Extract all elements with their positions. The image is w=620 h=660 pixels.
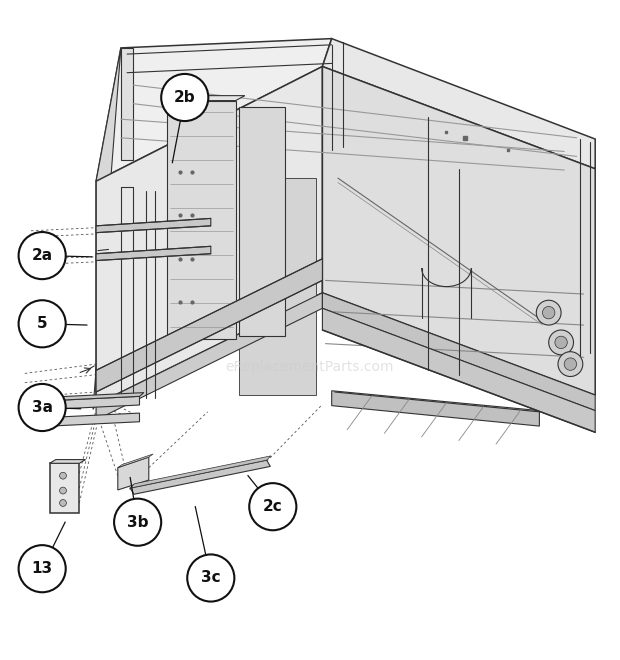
Circle shape — [187, 554, 234, 601]
Circle shape — [564, 358, 577, 370]
Polygon shape — [239, 107, 285, 336]
Circle shape — [249, 483, 296, 530]
Polygon shape — [130, 460, 270, 494]
Text: 3c: 3c — [201, 570, 221, 585]
Polygon shape — [167, 96, 245, 100]
Circle shape — [19, 232, 66, 279]
Polygon shape — [96, 246, 211, 261]
Polygon shape — [37, 413, 140, 427]
Circle shape — [60, 487, 66, 494]
Polygon shape — [239, 178, 316, 395]
Circle shape — [555, 336, 567, 348]
Polygon shape — [93, 48, 121, 409]
Polygon shape — [322, 293, 595, 411]
Polygon shape — [322, 38, 595, 169]
Circle shape — [60, 473, 66, 479]
Circle shape — [19, 545, 66, 592]
Polygon shape — [96, 293, 322, 420]
Polygon shape — [121, 48, 133, 160]
Polygon shape — [167, 100, 236, 339]
Circle shape — [161, 74, 208, 121]
Text: 2b: 2b — [174, 90, 195, 105]
Text: eReplacementParts.com: eReplacementParts.com — [226, 360, 394, 374]
Polygon shape — [118, 457, 149, 490]
Polygon shape — [37, 393, 144, 401]
Circle shape — [536, 300, 561, 325]
Text: 3a: 3a — [32, 400, 53, 415]
Polygon shape — [96, 259, 322, 392]
Circle shape — [542, 306, 555, 319]
Circle shape — [19, 384, 66, 431]
Polygon shape — [96, 218, 211, 233]
Text: 13: 13 — [32, 561, 53, 576]
Polygon shape — [50, 459, 86, 463]
Polygon shape — [130, 456, 271, 488]
Polygon shape — [322, 67, 595, 395]
Polygon shape — [37, 397, 140, 410]
Text: 3b: 3b — [127, 515, 148, 530]
Circle shape — [549, 330, 574, 355]
Circle shape — [19, 300, 66, 347]
Text: 2c: 2c — [263, 499, 283, 514]
Polygon shape — [96, 67, 322, 405]
Circle shape — [558, 352, 583, 376]
Polygon shape — [96, 38, 332, 182]
Polygon shape — [322, 308, 595, 432]
Text: 5: 5 — [37, 316, 48, 331]
Circle shape — [60, 500, 66, 506]
Text: 2a: 2a — [32, 248, 53, 263]
Polygon shape — [50, 463, 79, 513]
Circle shape — [114, 499, 161, 546]
Polygon shape — [332, 391, 539, 426]
Polygon shape — [118, 454, 153, 468]
